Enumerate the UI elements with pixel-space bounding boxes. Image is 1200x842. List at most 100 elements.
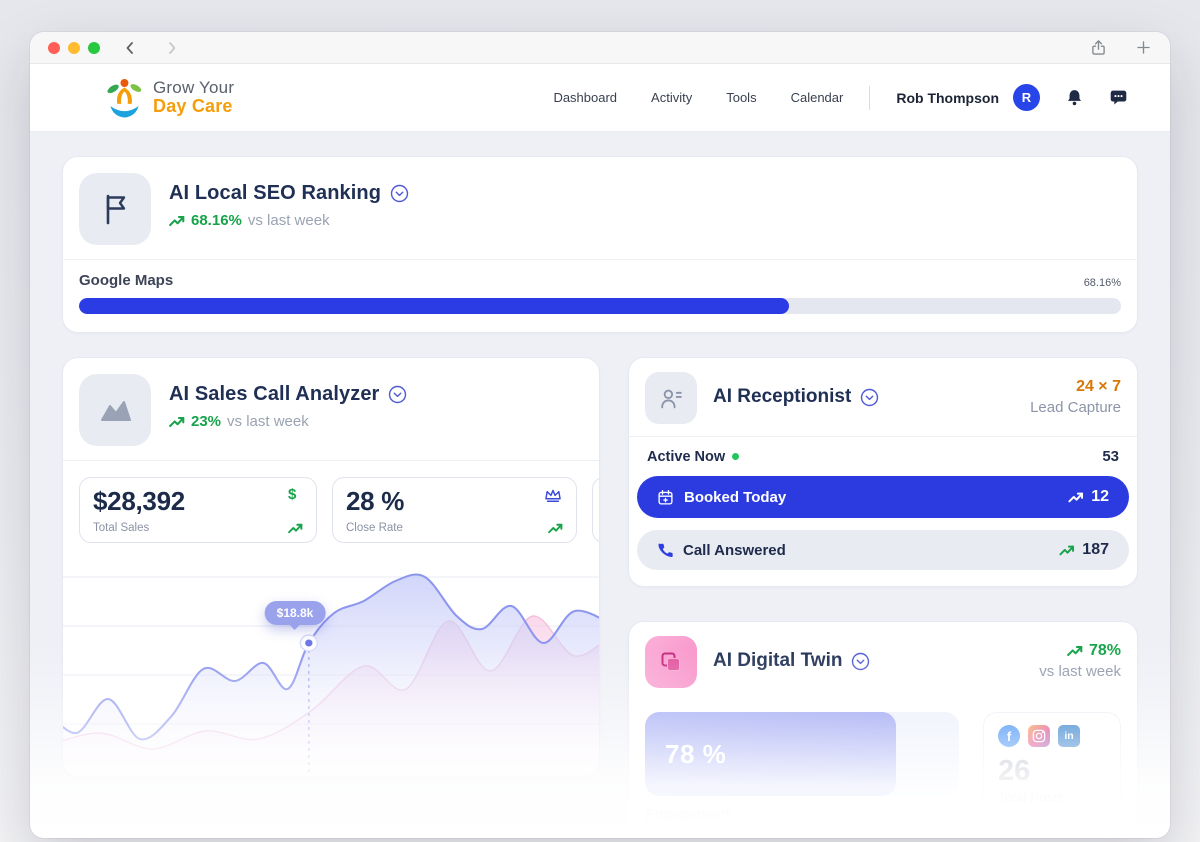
sales-trend-value: 23% bbox=[191, 413, 222, 430]
digital-twin-title: AI Digital Twin bbox=[713, 650, 843, 671]
trend-up-icon bbox=[548, 523, 563, 534]
seo-card-title: AI Local SEO Ranking bbox=[169, 182, 382, 204]
seo-progress-fill bbox=[79, 298, 790, 314]
dashboard-content: AI Local SEO Ranking 68.16% vs last week… bbox=[30, 132, 1170, 838]
seo-card-icon-tile bbox=[79, 173, 151, 245]
sales-analyzer-card: AI Sales Call Analyzer 23% vs last week bbox=[62, 357, 600, 777]
row-booked-today[interactable]: Booked Today 12 bbox=[637, 476, 1129, 518]
total-posts-label: Total Posts bbox=[998, 790, 1065, 805]
call-answered-label: Call Answered bbox=[683, 541, 786, 559]
sales-card-title: AI Sales Call Analyzer bbox=[169, 383, 380, 405]
chart-marker-dot bbox=[303, 637, 315, 649]
close-window-button[interactable] bbox=[48, 41, 60, 54]
area-chart-icon bbox=[101, 401, 131, 421]
sales-sparkline bbox=[63, 573, 599, 776]
total-sales-label: Total Sales bbox=[93, 522, 150, 534]
forward-button[interactable] bbox=[164, 40, 180, 56]
avatar[interactable]: R bbox=[1013, 84, 1040, 111]
digital-twin-icon-tile bbox=[645, 636, 697, 688]
stat-total-sales: $28,392 $ Total Sales bbox=[79, 477, 317, 543]
nav-tools[interactable]: Tools bbox=[726, 90, 757, 105]
flag-icon bbox=[106, 194, 126, 225]
engagement-progress-track: 78 % bbox=[645, 712, 959, 796]
nav-calendar[interactable]: Calendar bbox=[790, 90, 844, 105]
engagement-percent: 78 % bbox=[665, 738, 727, 769]
seo-expand-chevron-icon[interactable] bbox=[390, 184, 409, 203]
seo-trend-value: 68.16% bbox=[191, 212, 242, 229]
seo-card-divider bbox=[47, 259, 1153, 260]
receptionist-divider bbox=[629, 436, 1137, 437]
stat-box-partial bbox=[592, 477, 599, 543]
sales-card-icon-tile bbox=[79, 374, 151, 446]
booked-today-value: 12 bbox=[1091, 488, 1109, 505]
contact-person-icon bbox=[660, 389, 682, 408]
sales-expand-chevron-icon[interactable] bbox=[388, 385, 407, 404]
online-status-dot bbox=[732, 453, 740, 460]
total-posts-box: f in 26 Total Posts bbox=[983, 712, 1121, 820]
trend-up-icon bbox=[169, 215, 185, 227]
logo-text-line2: Day Care bbox=[153, 95, 233, 116]
logo-text-line1: Grow Your bbox=[153, 78, 235, 98]
receptionist-card: AI Receptionist 24 × 7 Lead Capture Acti… bbox=[628, 357, 1138, 587]
seo-progress-track bbox=[79, 298, 1121, 314]
total-posts-count: 26 bbox=[998, 755, 1031, 787]
notifications-bell-icon[interactable] bbox=[1065, 88, 1084, 107]
trend-up-icon bbox=[1067, 645, 1083, 657]
call-answered-value: 187 bbox=[1082, 541, 1109, 558]
active-now-value: 53 bbox=[1102, 448, 1119, 465]
digital-twin-card: AI Digital Twin 78% vs last week bbox=[628, 621, 1138, 838]
linkedin-icon: in bbox=[1058, 725, 1080, 747]
chart-tooltip: $18.8k bbox=[264, 601, 326, 625]
digital-twin-expand-chevron-icon[interactable] bbox=[851, 652, 870, 671]
facebook-icon: f bbox=[998, 725, 1020, 747]
twin-trend-suffix: vs last week bbox=[1039, 663, 1121, 680]
badge-lead-capture: Lead Capture bbox=[1030, 399, 1121, 416]
seo-trend-suffix: vs last week bbox=[247, 212, 330, 229]
trend-up-icon bbox=[1059, 545, 1075, 556]
receptionist-icon-tile bbox=[645, 372, 697, 424]
row-call-answered[interactable]: Call Answered 187 bbox=[637, 530, 1129, 570]
trend-up-icon bbox=[1068, 492, 1084, 503]
nav-dashboard[interactable]: Dashboard bbox=[553, 90, 618, 105]
engagement-label: Engagement bbox=[645, 806, 731, 823]
zoom-window-button[interactable] bbox=[88, 41, 100, 54]
receptionist-expand-chevron-icon[interactable] bbox=[860, 388, 879, 407]
receptionist-title: AI Receptionist bbox=[713, 386, 852, 407]
share-icon[interactable] bbox=[1090, 39, 1107, 56]
nav-activity[interactable]: Activity bbox=[651, 90, 693, 105]
sales-chart: $18.8k bbox=[63, 561, 599, 776]
browser-chrome bbox=[30, 32, 1170, 64]
sales-card-divider bbox=[63, 460, 599, 461]
trend-up-icon bbox=[169, 416, 185, 428]
row-active-now[interactable]: Active Now 53 bbox=[645, 437, 1121, 473]
total-sales-value: $28,392 bbox=[93, 486, 185, 516]
close-rate-value: 28 % bbox=[346, 486, 405, 516]
app-logo[interactable]: Grow Your Day Care bbox=[104, 75, 234, 121]
instagram-icon bbox=[1028, 725, 1050, 747]
close-rate-label: Close Rate bbox=[346, 522, 403, 534]
header-divider bbox=[869, 85, 871, 110]
minimize-window-button[interactable] bbox=[68, 41, 80, 54]
twin-trend-value: 78% bbox=[1088, 642, 1121, 659]
seo-metric-value: 68.16% bbox=[1083, 277, 1121, 289]
seo-ranking-card: AI Local SEO Ranking 68.16% vs last week… bbox=[47, 156, 1153, 333]
active-now-label: Active Now bbox=[647, 448, 726, 465]
phone-icon bbox=[658, 543, 673, 557]
stat-close-rate: 28 % Close Rate bbox=[332, 477, 577, 543]
calendar-plus-icon bbox=[658, 489, 673, 505]
dollar-sign-icon: $ bbox=[288, 486, 297, 503]
sales-trend-suffix: vs last week bbox=[227, 413, 309, 430]
back-button[interactable] bbox=[122, 40, 138, 56]
badge-24x7: 24 × 7 bbox=[1076, 378, 1121, 395]
new-tab-icon[interactable] bbox=[1135, 39, 1152, 56]
app-header: Grow Your Day Care Dashboard Activity To… bbox=[30, 64, 1170, 132]
layers-squares-icon bbox=[661, 652, 680, 671]
trend-up-icon bbox=[288, 523, 303, 534]
user-name[interactable]: Rob Thompson bbox=[896, 89, 999, 106]
logo-icon bbox=[107, 78, 142, 118]
traffic-lights bbox=[48, 41, 100, 54]
booked-today-label: Booked Today bbox=[684, 488, 787, 506]
messages-chat-icon[interactable] bbox=[1109, 88, 1128, 107]
engagement-progress-fill: 78 % bbox=[645, 712, 897, 796]
